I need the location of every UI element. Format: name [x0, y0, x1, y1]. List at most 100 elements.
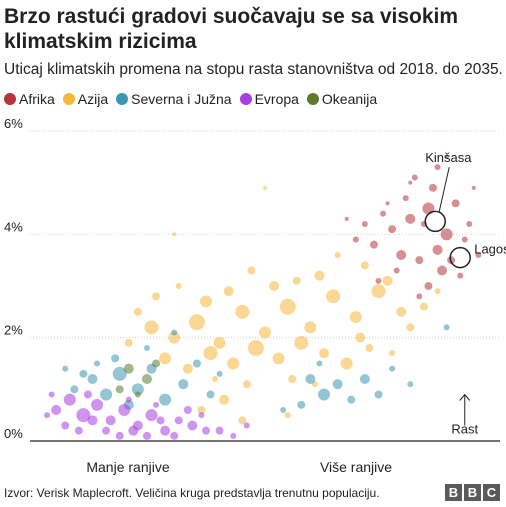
data-point [415, 256, 424, 265]
data-point [382, 275, 393, 286]
data-point [443, 324, 450, 331]
data-point [272, 352, 285, 365]
data-point [347, 395, 356, 404]
data-point [87, 374, 98, 384]
data-point [44, 412, 51, 419]
data-point [160, 425, 171, 436]
data-point [247, 266, 256, 275]
annotations: Kinšasa Lagos Rast [424, 150, 506, 436]
data-point [380, 210, 387, 217]
data-point [365, 344, 374, 352]
y-tick-label: 4% [4, 219, 23, 234]
data-point [451, 199, 460, 208]
data-point [227, 357, 240, 370]
data-point [159, 352, 172, 365]
data-point [144, 320, 159, 335]
data-point [159, 393, 172, 406]
growth-arrow-head [459, 393, 471, 401]
data-point [238, 416, 247, 425]
y-tick-label: 0% [4, 426, 23, 441]
data-point [91, 398, 104, 411]
data-point [334, 252, 341, 258]
data-points [44, 154, 482, 440]
data-point [389, 365, 396, 372]
data-point [115, 385, 124, 394]
annotation-label: Rast [451, 421, 478, 436]
data-point [175, 283, 182, 289]
x-label-left: Manje ranjive [86, 459, 169, 475]
data-point [319, 348, 330, 359]
data-point [133, 307, 142, 316]
data-point [440, 228, 453, 241]
legend-swatch-azija [62, 93, 75, 105]
data-point [230, 432, 237, 439]
legend-label-severna-juzna: Severna i Južna [131, 91, 232, 107]
data-point [475, 252, 482, 258]
data-point [213, 336, 226, 349]
data-point [51, 405, 62, 415]
data-point [216, 370, 223, 377]
data-point [192, 359, 201, 368]
data-point [223, 286, 234, 297]
data-point [134, 391, 141, 398]
bbc-logo-letter: C [483, 484, 500, 501]
data-point [374, 390, 383, 399]
data-point [199, 295, 212, 308]
data-point [153, 401, 160, 408]
data-point [471, 185, 476, 190]
data-point [145, 409, 158, 422]
data-point [263, 185, 267, 190]
data-point [284, 412, 291, 419]
data-point [70, 385, 79, 394]
data-point [125, 396, 132, 403]
data-point [318, 388, 331, 401]
data-point [168, 331, 181, 344]
data-point [340, 357, 353, 370]
data-point [201, 426, 210, 435]
annotation-label: Lagos [474, 242, 506, 257]
x-label-right: Više ranjive [320, 459, 392, 475]
data-point [361, 221, 368, 227]
data-point [408, 180, 413, 185]
data-point [388, 225, 397, 234]
data-point [297, 400, 306, 409]
data-point [111, 354, 120, 363]
data-point [434, 288, 441, 295]
data-point [402, 195, 409, 202]
data-point [124, 338, 133, 347]
data-point [411, 174, 418, 181]
data-point [63, 393, 76, 406]
data-point [87, 415, 98, 426]
data-point [269, 281, 280, 291]
legend-label-evropa: Evropa [254, 91, 299, 107]
data-point [142, 431, 151, 440]
legend-swatch-severna-juzna [116, 93, 129, 105]
data-point [198, 412, 205, 419]
highlight-circle [424, 210, 446, 233]
data-point [105, 415, 116, 426]
chart-subtitle: Uticaj klimatskih promena na stopu rasta… [4, 61, 503, 78]
data-point [74, 426, 83, 435]
data-point [344, 216, 349, 221]
data-point [174, 416, 183, 425]
data-point [215, 426, 224, 435]
data-point [152, 359, 161, 368]
data-point [128, 425, 139, 436]
data-point [437, 265, 448, 276]
data-point [188, 314, 205, 331]
data-point [326, 289, 341, 304]
legend-item-evropa: Evropa [239, 91, 299, 107]
data-point [466, 221, 473, 227]
data-point [294, 335, 309, 350]
data-point [212, 376, 219, 382]
data-point [280, 407, 287, 413]
data-point [156, 416, 165, 425]
data-point [359, 374, 370, 384]
data-point [235, 304, 250, 319]
data-point [206, 390, 215, 399]
data-point [369, 240, 378, 249]
legend-swatch-afrika [4, 93, 16, 105]
legend-swatch-okeanija [306, 93, 319, 105]
legend-item-severna-juzna: Severna i Južna [116, 91, 232, 107]
legend-item-afrika: Afrika [4, 91, 55, 107]
